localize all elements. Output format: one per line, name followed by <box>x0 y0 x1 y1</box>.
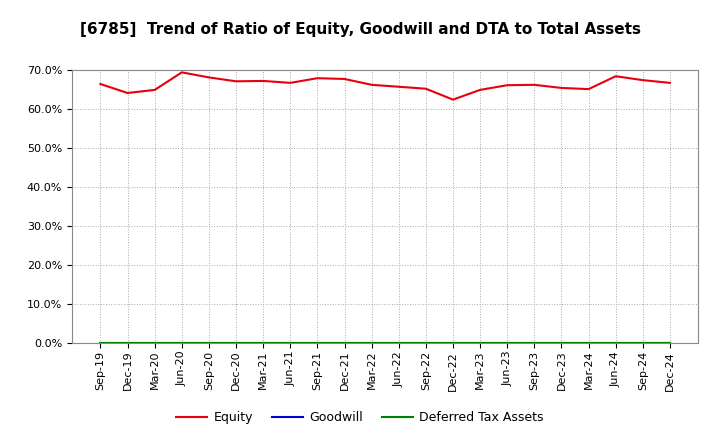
Deferred Tax Assets <box>449 341 457 346</box>
Equity <box>96 81 105 87</box>
Equity <box>584 87 593 92</box>
Equity <box>367 82 376 88</box>
Goodwill <box>476 341 485 346</box>
Equity <box>341 76 349 81</box>
Goodwill <box>123 341 132 346</box>
Deferred Tax Assets <box>259 341 268 346</box>
Goodwill <box>395 341 403 346</box>
Equity <box>232 79 240 84</box>
Equity <box>476 87 485 92</box>
Equity <box>123 90 132 95</box>
Goodwill <box>232 341 240 346</box>
Equity <box>150 87 159 92</box>
Goodwill <box>367 341 376 346</box>
Deferred Tax Assets <box>584 341 593 346</box>
Goodwill <box>341 341 349 346</box>
Line: Equity: Equity <box>101 72 670 99</box>
Deferred Tax Assets <box>530 341 539 346</box>
Deferred Tax Assets <box>421 341 430 346</box>
Goodwill <box>259 341 268 346</box>
Equity <box>178 70 186 75</box>
Deferred Tax Assets <box>178 341 186 346</box>
Equity <box>259 78 268 84</box>
Goodwill <box>313 341 322 346</box>
Deferred Tax Assets <box>395 341 403 346</box>
Deferred Tax Assets <box>557 341 566 346</box>
Deferred Tax Assets <box>313 341 322 346</box>
Goodwill <box>178 341 186 346</box>
Goodwill <box>557 341 566 346</box>
Equity <box>421 86 430 92</box>
Equity <box>313 76 322 81</box>
Equity <box>611 73 620 79</box>
Deferred Tax Assets <box>639 341 647 346</box>
Equity <box>557 85 566 91</box>
Deferred Tax Assets <box>286 341 294 346</box>
Goodwill <box>530 341 539 346</box>
Deferred Tax Assets <box>665 341 674 346</box>
Deferred Tax Assets <box>150 341 159 346</box>
Deferred Tax Assets <box>341 341 349 346</box>
Goodwill <box>150 341 159 346</box>
Equity <box>395 84 403 89</box>
Goodwill <box>584 341 593 346</box>
Deferred Tax Assets <box>123 341 132 346</box>
Equity <box>286 80 294 85</box>
Equity <box>449 97 457 102</box>
Goodwill <box>611 341 620 346</box>
Goodwill <box>449 341 457 346</box>
Goodwill <box>204 341 213 346</box>
Goodwill <box>286 341 294 346</box>
Equity <box>665 80 674 85</box>
Deferred Tax Assets <box>96 341 105 346</box>
Goodwill <box>639 341 647 346</box>
Deferred Tax Assets <box>204 341 213 346</box>
Goodwill <box>503 341 511 346</box>
Equity <box>530 82 539 88</box>
Deferred Tax Assets <box>232 341 240 346</box>
Deferred Tax Assets <box>476 341 485 346</box>
Legend: Equity, Goodwill, Deferred Tax Assets: Equity, Goodwill, Deferred Tax Assets <box>171 407 549 429</box>
Goodwill <box>421 341 430 346</box>
Text: [6785]  Trend of Ratio of Equity, Goodwill and DTA to Total Assets: [6785] Trend of Ratio of Equity, Goodwil… <box>79 22 641 37</box>
Equity <box>204 75 213 80</box>
Equity <box>639 77 647 83</box>
Deferred Tax Assets <box>611 341 620 346</box>
Equity <box>503 83 511 88</box>
Goodwill <box>665 341 674 346</box>
Deferred Tax Assets <box>367 341 376 346</box>
Goodwill <box>96 341 105 346</box>
Deferred Tax Assets <box>503 341 511 346</box>
